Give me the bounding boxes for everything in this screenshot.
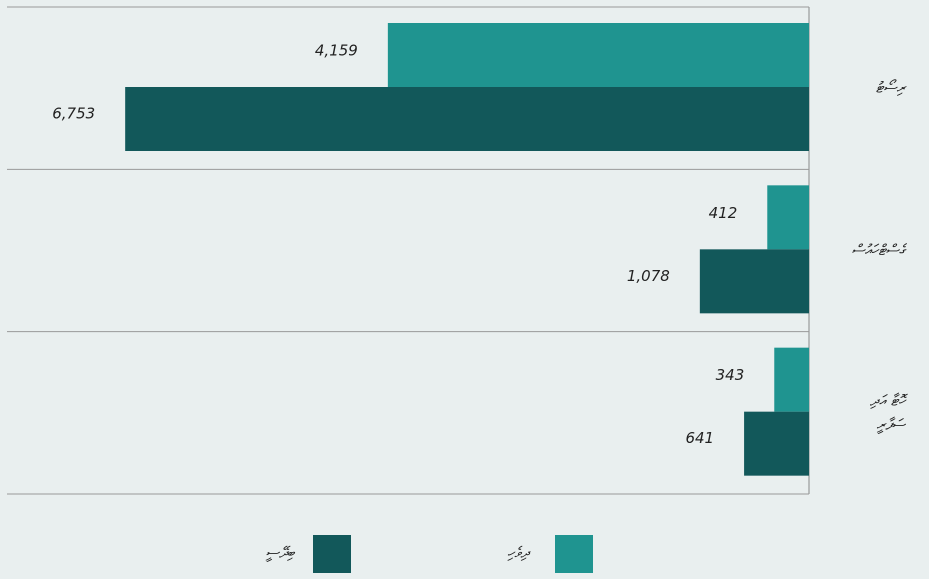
value-label: 1,078: [627, 267, 670, 285]
bar: [699, 249, 809, 314]
category-label: ގެސްޓްހައުސް: [851, 241, 907, 259]
bar: [767, 185, 809, 250]
value-label: 4,159: [315, 42, 358, 60]
legend-swatch: [555, 535, 593, 573]
value-label: 412: [709, 204, 738, 222]
value-label: 6,753: [52, 105, 95, 123]
legend-swatch: [313, 535, 351, 573]
value-label: 343: [716, 366, 745, 384]
category-label: ހޮޓާ އަދި: [869, 391, 908, 409]
category-label: ސަފާރީ: [876, 415, 906, 434]
bar: [387, 23, 809, 87]
bar: [125, 87, 810, 151]
category-label: ރިސޯޓު: [876, 79, 908, 97]
value-label: 641: [685, 429, 714, 447]
legend-label: ބިދޭސީ: [265, 544, 296, 563]
bar: [774, 347, 809, 412]
legend-label: ދިވެހި: [507, 544, 531, 562]
bar: [744, 411, 809, 476]
